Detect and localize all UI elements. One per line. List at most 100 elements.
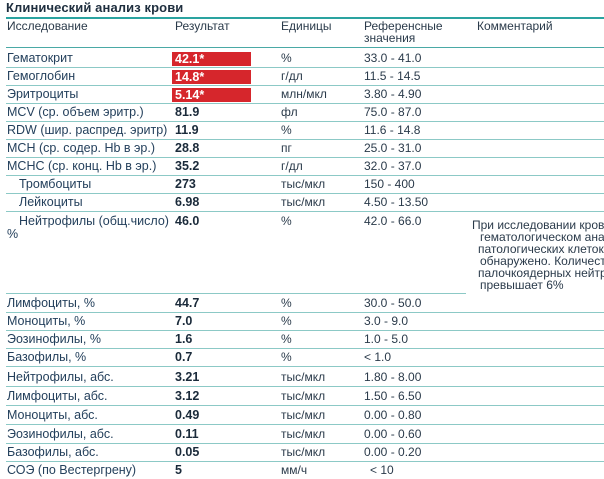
result-value: 0.05: [175, 445, 200, 459]
reference-range: 150 - 400: [364, 177, 415, 191]
test-name: Тромбоциты: [19, 177, 92, 191]
unit: млн/мкл: [281, 87, 327, 101]
header-units: Единицы: [281, 19, 332, 33]
result-value: 3.12: [175, 389, 200, 403]
row-divider: [6, 103, 604, 104]
unit: тыс/мкл: [281, 389, 326, 403]
test-name: Базофилы, абс.: [7, 445, 99, 459]
row-divider: [6, 139, 604, 140]
unit: %: [281, 214, 292, 228]
unit: %: [281, 51, 292, 65]
comment-line: превышает 6%: [480, 278, 564, 292]
reference-range: 1.50 - 6.50: [364, 389, 422, 403]
reference-range: 32.0 - 37.0: [364, 159, 422, 173]
result-value: 5: [175, 463, 182, 477]
report-title: Клинический анализ крови: [6, 0, 184, 15]
test-name: Эритроциты: [7, 87, 79, 101]
row-divider: [6, 67, 604, 68]
reference-range: 75.0 - 87.0: [364, 105, 422, 119]
comment-line: обнаружено. Количест: [480, 254, 604, 268]
row-divider: [6, 121, 604, 122]
unit: %: [281, 296, 292, 310]
reference-range: 42.0 - 66.0: [364, 214, 422, 228]
result-value: 11.9: [175, 123, 199, 137]
unit: мм/ч: [281, 463, 308, 477]
test-name: Гемоглобин: [7, 69, 76, 83]
title-rule: [6, 17, 604, 19]
row-divider: [6, 175, 604, 176]
test-name: RDW (шир. распред. эритр): [7, 123, 168, 137]
test-name: СОЭ (по Вестергрену): [7, 463, 137, 477]
result-value: 6.98: [175, 195, 200, 209]
result-value: 0.7: [175, 350, 193, 364]
unit: тыс/мкл: [281, 408, 326, 422]
row-divider: [6, 386, 604, 387]
reference-range: 0.00 - 0.60: [364, 427, 422, 441]
header-reference-line1: Референсные: [364, 19, 443, 33]
unit: тыс/мкл: [281, 370, 326, 384]
unit: %: [281, 314, 292, 328]
reference-range: 3.80 - 4.90: [364, 87, 422, 101]
header-underline: [6, 47, 604, 48]
unit: тыс/мкл: [281, 195, 326, 209]
unit: фл: [281, 105, 298, 119]
test-name: Базофилы, %: [7, 350, 87, 364]
unit: %: [281, 332, 292, 346]
result-value: 273: [175, 177, 196, 191]
test-name: MCHC (ср. конц. Hb в эр.): [7, 159, 157, 173]
header-comment: Комментарий: [477, 19, 553, 33]
test-name: Нейтрофилы, абс.: [7, 370, 114, 384]
unit: %: [281, 350, 292, 364]
unit: тыс/мкл: [281, 177, 326, 191]
row-divider: [6, 193, 604, 194]
test-name: Лейкоциты: [19, 195, 83, 209]
header-reference-line2: значения: [364, 31, 416, 45]
test-name: Моноциты, абс.: [7, 408, 98, 422]
row-divider: [6, 85, 604, 86]
result-value: 28.8: [175, 141, 200, 155]
reference-range: 1.0 - 5.0: [364, 332, 409, 346]
test-name: Лимфоциты, %: [7, 296, 95, 310]
comment: При исследовании кров гематологическом а…: [472, 219, 604, 291]
reference-range: < 1.0: [364, 350, 392, 364]
reference-range: 11.5 - 14.5: [364, 69, 421, 83]
test-name: MCH (ср. содер. Hb в эр.): [7, 141, 155, 155]
test-name-line2: %: [7, 227, 19, 241]
result-value: 81.9: [175, 105, 200, 119]
unit: пг: [281, 141, 292, 155]
reference-range: 0.00 - 0.80: [364, 408, 422, 422]
row-divider: [6, 443, 604, 444]
unit: г/дл: [281, 69, 303, 83]
result-value: 0.49: [175, 408, 200, 422]
result-value: 1.6: [175, 332, 193, 346]
header-reference: Референсные значения: [364, 20, 443, 44]
result-value-flagged: 5.14*: [172, 88, 251, 102]
result-value: 3.21: [175, 370, 200, 384]
test-name: MCV (ср. объем эритр.): [7, 105, 144, 119]
test-name: Эозинофилы, абс.: [7, 427, 114, 441]
row-divider: [6, 461, 604, 462]
row-divider: [6, 293, 466, 294]
reference-range: 4.50 - 13.50: [364, 195, 429, 209]
header-test: Исследование: [7, 19, 88, 33]
comment-line: гематологическом анал: [480, 230, 604, 244]
table-row: Нейтрофилы (общ.число) % 46.0 % 42.0 - 6…: [6, 214, 604, 294]
result-value: 35.2: [175, 159, 200, 173]
reference-range: 33.0 - 41.0: [364, 51, 422, 65]
reference-range: < 10: [370, 463, 394, 477]
unit: %: [281, 123, 292, 137]
row-divider: [6, 157, 604, 158]
reference-range: 30.0 - 50.0: [364, 296, 422, 310]
result-value: 46.0: [175, 214, 200, 228]
header-result: Результат: [175, 19, 230, 33]
reference-range: 3.0 - 9.0: [364, 314, 409, 328]
reference-range: 1.80 - 8.00: [364, 370, 422, 384]
test-name: Гематокрит: [7, 51, 73, 65]
result-value-flagged: 14.8*: [172, 70, 251, 84]
unit: тыс/мкл: [281, 445, 326, 459]
comment-line: палочкоядерных нейтр: [478, 266, 604, 280]
test-name: Эозинофилы, %: [7, 332, 101, 346]
row-divider: [6, 366, 604, 367]
result-value-flagged: 42.1*: [172, 52, 251, 66]
result-value: 7.0: [175, 314, 193, 328]
